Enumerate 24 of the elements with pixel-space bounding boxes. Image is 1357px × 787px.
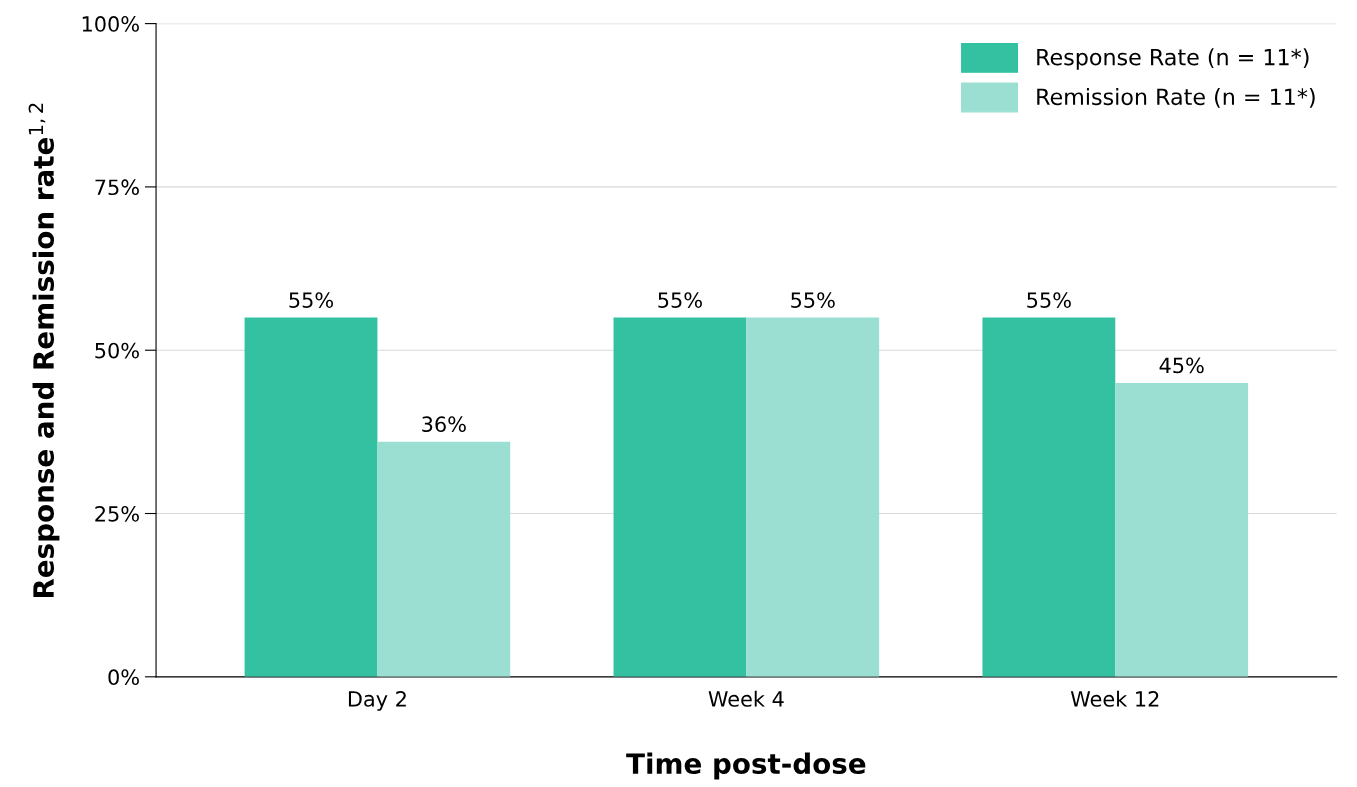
x-tick-label: Week 4 bbox=[708, 690, 784, 707]
x-tick-label: Week 12 bbox=[1070, 690, 1159, 707]
bar bbox=[982, 317, 1116, 677]
x-tick-label: Day 2 bbox=[348, 691, 406, 711]
y-tick-label: 25% bbox=[95, 505, 139, 522]
data-label: 36% bbox=[422, 416, 466, 433]
data-label: 55% bbox=[289, 292, 334, 308]
x-axis-title: Time post-dose bbox=[626, 752, 866, 780]
data-label: 55% bbox=[1027, 292, 1071, 308]
bar bbox=[244, 317, 378, 677]
y-tick-label: 50% bbox=[95, 342, 139, 359]
bar bbox=[377, 441, 511, 677]
y-tick-label: 75% bbox=[95, 179, 139, 196]
data-label: 45% bbox=[1159, 357, 1204, 374]
data-label: 55% bbox=[791, 292, 835, 308]
bar bbox=[613, 317, 747, 677]
legend-label: Response Rate (n = 11*) bbox=[1037, 48, 1309, 70]
bar bbox=[746, 317, 880, 677]
legend-label: Remission Rate (n = 11*) bbox=[1037, 87, 1315, 108]
data-label: 55% bbox=[658, 292, 702, 308]
y-tick-label: 100% bbox=[82, 16, 139, 32]
bar bbox=[1115, 382, 1249, 677]
y-axis-title: Response and Remission rate$^{1,2}$ bbox=[28, 103, 60, 598]
y-tick-label: 0% bbox=[108, 669, 139, 686]
